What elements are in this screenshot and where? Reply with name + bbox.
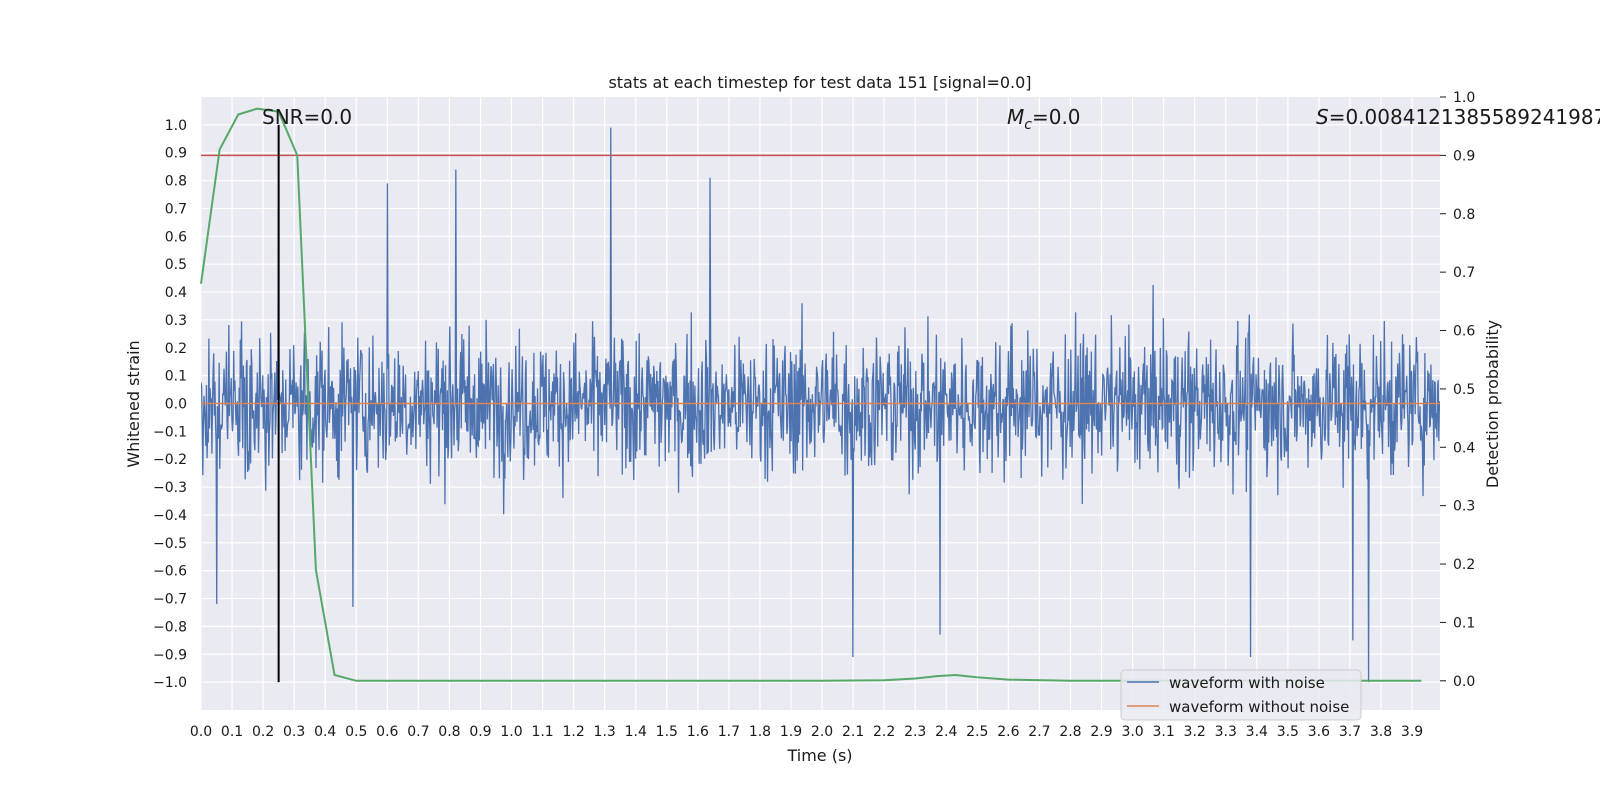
x-tick-label: 1.8 <box>749 724 771 740</box>
x-tick-label: 1.9 <box>780 724 802 740</box>
y-left-tick-label: −0.1 <box>153 424 187 440</box>
s-symbol: S <box>1316 105 1329 129</box>
x-tick-label: 1.1 <box>531 724 553 740</box>
y-left-tick-label: −1.0 <box>153 675 187 691</box>
y-right-tick-label: 0.3 <box>1453 499 1475 515</box>
series-waveform-with-noise <box>201 127 1440 683</box>
y-left-tick-label: −0.4 <box>153 508 187 524</box>
y-right-tick-label: 1.0 <box>1453 90 1475 106</box>
y-right-tick-label: 0.7 <box>1453 265 1475 281</box>
x-tick-label: 2.6 <box>997 724 1019 740</box>
x-tick-label: 3.1 <box>1152 724 1174 740</box>
x-tick-label: 0.1 <box>221 724 243 740</box>
y-right-tick-label: 0.8 <box>1453 207 1475 223</box>
legend-label-clean: waveform without noise <box>1169 698 1349 716</box>
y-left-tick-label: 0.9 <box>165 146 187 162</box>
legend-box <box>1120 669 1362 721</box>
chirp-mass-subscript: c <box>1024 117 1032 133</box>
y-left-tick-label: 0.3 <box>165 313 187 329</box>
y-right-axis-ticks: 0.0 0.1 0.2 0.3 0.4 0.5 0.6 0.7 0.8 0.9 1.0 <box>1440 90 1475 690</box>
x-tick-label: 3.7 <box>1339 724 1361 740</box>
x-axis-label: Time (s) <box>786 746 852 765</box>
y-left-tick-label: −0.6 <box>153 564 187 580</box>
y-left-axis-ticks: −1.0 −0.9 −0.8 −0.7 −0.6 −0.5 −0.4 −0.3 −0.2 −0.1… <box>153 118 187 691</box>
x-tick-label: 2.1 <box>842 724 864 740</box>
series-detection-probability <box>200 107 1422 682</box>
x-tick-label: 3.6 <box>1308 724 1330 740</box>
x-tick-label: 1.2 <box>562 724 584 740</box>
x-tick-label: 2.4 <box>935 724 957 740</box>
y-left-tick-label: 0.4 <box>165 285 187 301</box>
y-left-tick-label: −0.8 <box>153 619 187 635</box>
s-value: =0.0084121385589241987 <box>1329 105 1600 129</box>
x-tick-label: 1.6 <box>687 724 709 740</box>
y-right-tick-label: 0.6 <box>1453 324 1475 340</box>
y-left-tick-label: −0.3 <box>153 480 187 496</box>
s-annotation: S=0.0084121385589241987 <box>1316 105 1600 129</box>
y-right-tick-label: 0.4 <box>1453 440 1475 456</box>
x-tick-label: 3.8 <box>1370 724 1392 740</box>
chirp-mass-symbol: M <box>1007 105 1024 129</box>
chirp-mass-annotation: Mc=0.0 <box>1007 105 1081 133</box>
x-tick-label: 1.5 <box>656 724 678 740</box>
x-tick-label: 2.5 <box>966 724 988 740</box>
x-tick-label: 2.9 <box>1090 724 1112 740</box>
x-tick-label: 2.2 <box>873 724 895 740</box>
x-tick-label: 3.5 <box>1277 724 1299 740</box>
y-left-tick-label: −0.5 <box>153 536 187 552</box>
x-tick-label: 3.9 <box>1401 724 1423 740</box>
legend-label-noise: waveform with noise <box>1169 674 1325 692</box>
x-tick-label: 1.7 <box>718 724 740 740</box>
y-right-tick-label: 0.1 <box>1453 615 1475 631</box>
y-left-tick-label: 0.0 <box>165 397 187 413</box>
x-tick-label: 0.5 <box>345 724 367 740</box>
x-tick-label: 2.8 <box>1059 724 1081 740</box>
y-left-tick-label: 0.5 <box>165 257 187 273</box>
x-tick-label: 3.0 <box>1121 724 1143 740</box>
x-tick-label: 0.3 <box>283 724 305 740</box>
x-tick-label: 2.7 <box>1028 724 1050 740</box>
y-right-tick-label: 0.5 <box>1453 382 1475 398</box>
x-tick-label: 0.7 <box>407 724 429 740</box>
legend: waveform with noise waveform without noi… <box>1120 669 1362 721</box>
x-tick-label: 0.0 <box>190 724 212 740</box>
x-axis-ticks: 0.0 0.1 0.2 0.3 0.4 0.5 0.6 0.7 0.8 0.9 1.0 1.1 1.2 1… <box>190 724 1423 740</box>
x-tick-label: 1.4 <box>625 724 647 740</box>
x-tick-label: 0.8 <box>438 724 460 740</box>
x-tick-label: 1.3 <box>594 724 616 740</box>
x-tick-label: 0.9 <box>469 724 491 740</box>
y-left-tick-label: −0.9 <box>153 647 187 663</box>
x-tick-label: 0.6 <box>376 724 398 740</box>
x-tick-label: 2.3 <box>904 724 926 740</box>
y-right-tick-label: 0.0 <box>1453 674 1475 690</box>
y-right-tick-label: 0.9 <box>1453 148 1475 164</box>
y-left-tick-label: 0.6 <box>165 229 187 245</box>
y-right-axis-label: Detection probability <box>1483 320 1502 488</box>
y-left-tick-label: −0.7 <box>153 592 187 608</box>
x-tick-label: 2.0 <box>811 724 833 740</box>
snr-annotation: SNR=0.0 <box>262 105 352 129</box>
y-left-tick-label: −0.2 <box>153 452 187 468</box>
y-left-tick-label: 0.2 <box>165 341 187 357</box>
x-tick-label: 0.2 <box>252 724 274 740</box>
y-right-tick-label: 0.2 <box>1453 557 1475 573</box>
y-left-tick-label: 0.1 <box>165 369 187 385</box>
y-left-tick-label: 0.8 <box>165 174 187 190</box>
x-tick-label: 1.0 <box>500 724 522 740</box>
x-tick-label: 3.2 <box>1184 724 1206 740</box>
y-left-axis-label: Whitened strain <box>124 340 143 467</box>
chart-title: stats at each timestep for test data 151… <box>608 73 1031 92</box>
y-left-tick-label: 1.0 <box>165 118 187 134</box>
x-tick-label: 3.4 <box>1246 724 1268 740</box>
x-tick-label: 3.3 <box>1215 724 1237 740</box>
y-left-tick-label: 0.7 <box>165 201 187 217</box>
x-tick-label: 0.4 <box>314 724 336 740</box>
chirp-mass-value: =0.0 <box>1032 105 1081 129</box>
